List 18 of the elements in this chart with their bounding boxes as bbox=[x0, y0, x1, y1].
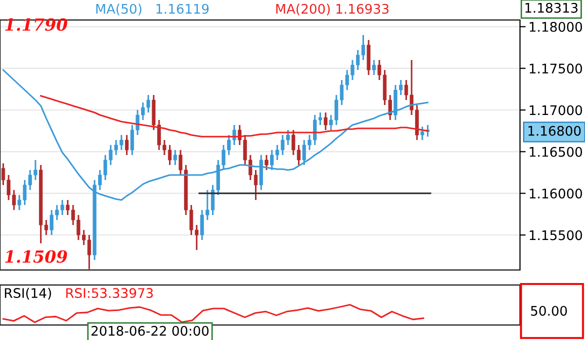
y-tick-label: 1.17500 bbox=[530, 64, 582, 74]
text: 1.16119 bbox=[156, 4, 209, 14]
y-tick-label: 1.15500 bbox=[530, 230, 582, 240]
text: MA(200) bbox=[276, 4, 330, 16]
chart-title: RSI(14) bbox=[4, 288, 52, 300]
y-tick-label: 1.16000 bbox=[530, 188, 582, 199]
text: 1.16933 bbox=[336, 4, 389, 14]
text: 1.16800 bbox=[528, 126, 581, 136]
y-tick-label: 1.16500 bbox=[530, 146, 582, 157]
text: RSI:53.33973 bbox=[66, 288, 153, 298]
annotation: 1.1509 bbox=[5, 250, 68, 263]
text: MA(50) bbox=[96, 4, 142, 16]
text: 2018-06-22 00:00 bbox=[92, 326, 209, 336]
text: 50.00 bbox=[531, 306, 567, 316]
y-tick-label: 1.17000 bbox=[530, 105, 582, 116]
text: 1.18313 bbox=[525, 2, 578, 13]
annotation: 1.1790 bbox=[5, 18, 68, 31]
y-tick-label: 1.18000 bbox=[530, 22, 582, 32]
